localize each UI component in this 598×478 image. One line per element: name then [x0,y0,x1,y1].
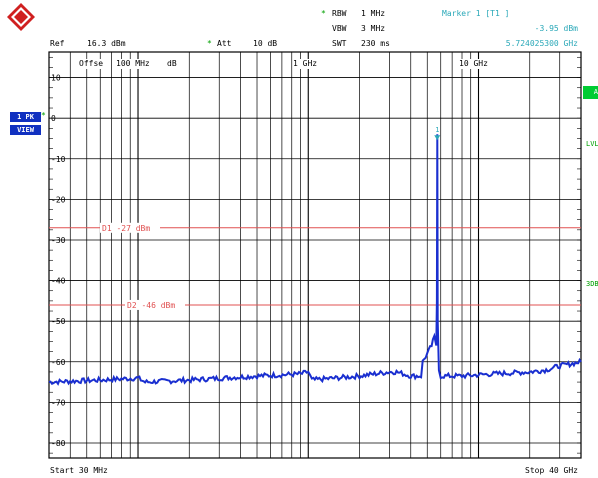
ref-value: 16.3 dBm [87,39,126,48]
x-label-1ghz: 1 GHz [293,59,318,69]
display-line-label: D1 -27 dBm [102,224,150,233]
rbw-value: 1 MHz [361,9,386,18]
y-tick-label: -40 [51,277,66,286]
swt-value: 230 ms [361,39,390,48]
stop-frequency: Stop 40 GHz [525,466,578,475]
marker-level: -3.95 dBm [534,24,578,33]
att-label: Att [217,39,232,48]
x-label-100mhz: 100 MHz [116,59,150,69]
marker-number: 1 [435,126,439,134]
grid-frame [48,51,582,459]
rohde-schwarz-logo-icon [6,2,36,32]
att-value: 10 dB [253,39,278,48]
marker-triangle-icon [434,135,441,141]
display-line-label-bg [125,299,185,310]
rbw-label: RBW [332,9,347,18]
a-indicator: A [583,86,598,99]
x-label-10ghz: 10 GHz [459,59,488,69]
trace-detector-badge: 1 PK [10,112,41,122]
y-tick-label: -50 [51,317,66,326]
y-tick-label: -80 [51,439,66,448]
y-tick-label: -20 [51,195,66,204]
swt-label: SWT [332,39,347,48]
y-tick-label: -30 [51,236,66,245]
y-tick-label: -10 [51,155,66,164]
ref-label: Ref [50,39,65,48]
3db-indicator: 3DB [586,280,598,288]
y-tick-label: -60 [51,358,66,367]
display-line-label-bg [100,222,160,233]
display-line-label: D2 -46 dBm [127,301,175,310]
marker-frequency: 5.724025300 GHz [505,39,578,48]
rbw-star: * [321,9,326,18]
vbw-value: 3 MHz [361,24,386,33]
vbw-label: VBW [332,24,347,33]
x-label-db: dB [167,59,177,69]
lvl-indicator: LVL [586,140,598,148]
y-tick-label: -70 [51,398,66,407]
y-tick-label: 0 [51,114,56,123]
marker-title: Marker 1 [T1 ] [442,9,510,18]
y-tick-label: 10 [51,74,61,83]
trace-star: * [41,111,46,120]
trace-view-badge: VIEW [10,125,41,135]
offset-label: Offse [79,59,104,69]
start-frequency: Start 30 MHz [50,466,108,475]
att-star: * [207,39,212,48]
spectrum-trace [48,134,582,386]
